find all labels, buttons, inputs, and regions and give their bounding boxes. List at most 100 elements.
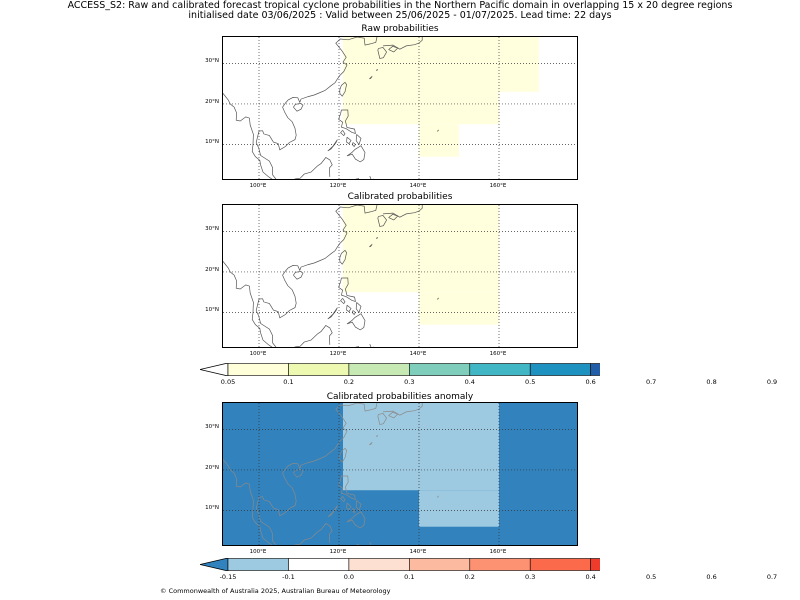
- longitude-label: 160°E: [489, 183, 507, 189]
- colorbar-segment: [227, 363, 289, 376]
- coastline: [327, 307, 338, 320]
- coastline: [369, 244, 373, 248]
- coastline: [340, 496, 346, 503]
- coastline: [293, 271, 304, 280]
- latitude-label: 10°N: [205, 139, 219, 146]
- colorbar-tick-label: 0.5: [645, 573, 657, 581]
- coastline: [294, 523, 333, 545]
- panel-title-anomaly: Calibrated probabilities anomaly: [326, 392, 474, 402]
- colorbar-tick-label: 0.8: [706, 378, 717, 386]
- longitude-label: 100°E: [249, 351, 267, 357]
- coastline: [346, 502, 352, 511]
- colorbar-tick-label: 0.6: [706, 573, 717, 581]
- colorbar-tick-label: 0.2: [343, 378, 355, 386]
- longitude-label: 140°E: [409, 351, 427, 357]
- colorbar-tick-label: 0.6: [585, 378, 596, 386]
- colorbar-tick-label: 0.05: [220, 378, 236, 386]
- colorbar-segment: [348, 558, 410, 571]
- map-panel-anomaly: [222, 402, 578, 546]
- colorbar-segment: [590, 363, 600, 376]
- coastline: [369, 541, 374, 545]
- coastline: [437, 129, 439, 132]
- colorbar-segment: [529, 363, 591, 376]
- coastline: [437, 495, 439, 498]
- colorbar-tick-label: 0.9: [766, 378, 778, 386]
- panel-title-raw: Raw probabilities: [361, 24, 439, 34]
- coastline: [355, 134, 362, 146]
- colorbar-tick-label: 0.2: [464, 573, 475, 581]
- latitude-label: 30°N: [205, 424, 219, 431]
- coastline: [351, 142, 356, 148]
- map-canvas: [223, 37, 577, 179]
- coastline: [377, 413, 388, 425]
- colorbar-segment: [348, 363, 410, 376]
- coastline: [356, 205, 378, 214]
- longitude-label: 120°E: [329, 183, 347, 189]
- coastline: [369, 175, 374, 179]
- coastline: [255, 403, 358, 545]
- colorbar-tick-label: 0.3: [525, 573, 536, 581]
- coastline: [382, 205, 423, 218]
- latitude-label: 20°N: [205, 98, 219, 105]
- coastline: [293, 469, 304, 478]
- probability-region: [343, 403, 499, 491]
- coastline: [223, 459, 273, 545]
- colorbar-segment: [590, 558, 600, 571]
- probability-region: [419, 124, 459, 157]
- latitude-label: 10°N: [205, 505, 219, 512]
- coastline: [339, 447, 347, 463]
- coastline: [346, 304, 352, 313]
- probability-region: [343, 37, 499, 125]
- coastline: [327, 505, 338, 518]
- coastline: [382, 37, 423, 50]
- coastline: [293, 103, 304, 112]
- colorbar-segment: [288, 363, 350, 376]
- coastline: [346, 511, 366, 529]
- coastline: [339, 249, 347, 265]
- coastline: [255, 37, 358, 179]
- longitude-label: 100°E: [249, 183, 267, 189]
- longitude-label: 120°E: [329, 351, 347, 357]
- colorbar-tick-label: 0.3: [404, 378, 415, 386]
- coastline: [338, 109, 356, 135]
- coastline: [355, 178, 360, 179]
- probability-region: [419, 292, 499, 325]
- probability-colorbar: [200, 363, 600, 376]
- latitude-label: 20°N: [205, 266, 219, 273]
- coastline: [346, 313, 366, 331]
- longitude-label: 160°E: [489, 549, 507, 555]
- copyright-footer: © Commonwealth of Australia 2025, Austra…: [160, 587, 391, 595]
- colorbar-tick-label: 0.5: [525, 378, 536, 386]
- colorbar-segment: [409, 558, 471, 571]
- colorbar-tick-label: 0.1: [404, 573, 415, 581]
- longitude-label: 160°E: [489, 351, 507, 357]
- colorbar-tick-label: -0.15: [219, 573, 237, 581]
- coastline: [340, 130, 346, 137]
- panel-title-calibrated: Calibrated probabilities: [347, 192, 453, 202]
- coastline: [339, 81, 347, 97]
- coastline: [382, 403, 423, 416]
- coastline: [327, 139, 338, 152]
- map-canvas: [223, 205, 577, 347]
- coastline: [338, 277, 356, 303]
- figure-title-line2: initialised date 03/06/2025 : Valid betw…: [188, 10, 612, 21]
- longitude-label: 140°E: [409, 183, 427, 189]
- coastline: [355, 346, 360, 347]
- anomaly-colorbar: [200, 558, 600, 571]
- probability-region: [419, 490, 499, 527]
- colorbar-segment: [469, 558, 531, 571]
- coastline: [356, 37, 378, 46]
- probability-region: [343, 205, 499, 293]
- latitude-label: 10°N: [205, 307, 219, 314]
- coastline: [294, 157, 333, 179]
- colorbar-segment: [469, 363, 531, 376]
- probability-region: [499, 37, 539, 92]
- coastline: [355, 544, 360, 545]
- coastline: [255, 205, 358, 347]
- latitude-label: 30°N: [205, 226, 219, 233]
- coastline: [346, 136, 352, 145]
- coastline: [351, 508, 356, 514]
- map-panel-raw: [222, 36, 578, 180]
- coastline: [294, 325, 333, 347]
- colorbar-tick-label: 0.7: [645, 378, 657, 386]
